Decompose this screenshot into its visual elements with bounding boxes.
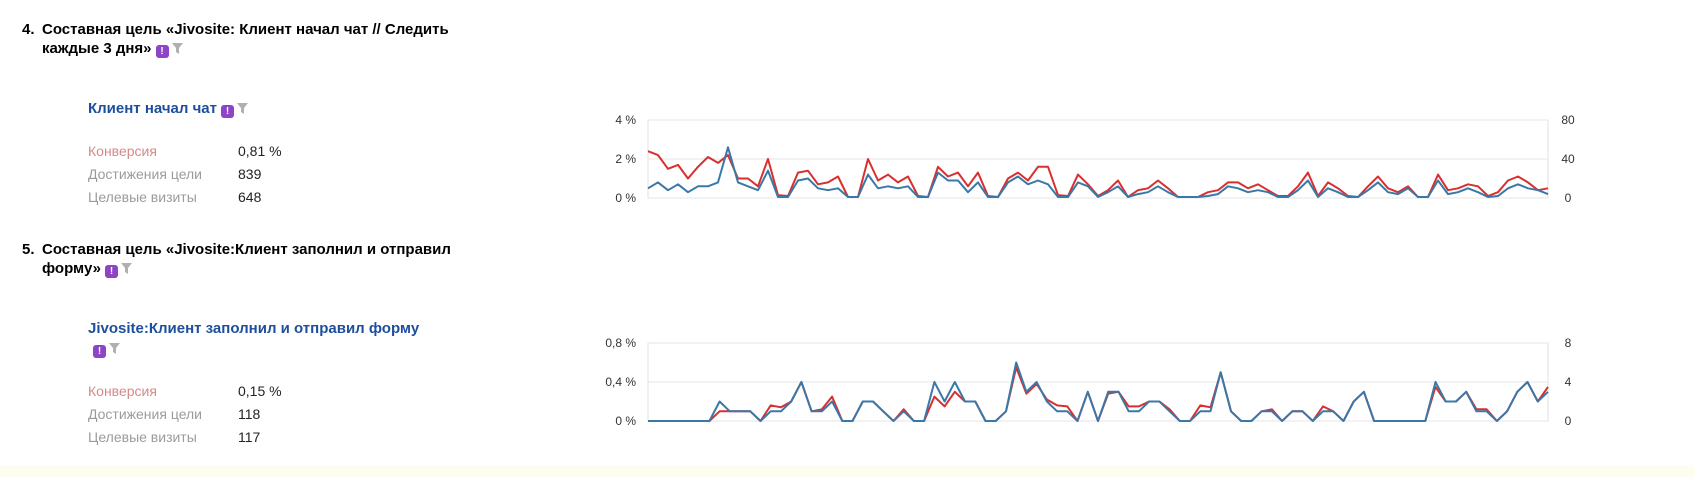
subgoal-title-text[interactable]: Клиент начал чат: [88, 100, 217, 117]
metric-value: 0,15 %: [238, 383, 282, 399]
chart-goal-4: 0 % 0 2 % 40 4 % 80: [600, 110, 1660, 225]
metric-value: 648: [238, 189, 262, 205]
series-line-0: [648, 366, 1549, 422]
filter-icon[interactable]: [109, 343, 120, 354]
y-tick-label-left: 0 %: [615, 191, 636, 205]
metric-row: Целевые визиты 648: [88, 186, 282, 209]
y-tick-label-right: 8: [1565, 336, 1572, 350]
y-tick-label-left: 2 %: [615, 152, 636, 166]
chart-goal-5: 0 % 0 0,4 % 4 0,8 % 8: [600, 333, 1660, 448]
metric-label: Достижения цели: [88, 406, 203, 422]
goal-title-text: Составная цель «Jivosite:Клиент заполнил…: [42, 241, 451, 277]
metric-row: Целевые визиты 117: [88, 426, 282, 449]
y-tick-label-left: 4 %: [615, 113, 636, 127]
filter-icon[interactable]: [237, 103, 248, 114]
alert-badge-icon[interactable]: !: [93, 345, 106, 358]
alert-badge-icon[interactable]: !: [221, 105, 234, 118]
y-tick-label-right: 40: [1561, 152, 1575, 166]
y-tick-label-right: 0: [1565, 191, 1572, 205]
metric-row: Конверсия 0,15 %: [88, 380, 282, 403]
goal-4: 4. Составная цель «Jivosite: Клиент нача…: [22, 20, 472, 58]
metric-label: Конверсия: [88, 383, 157, 399]
y-tick-label-right: 4: [1565, 375, 1572, 389]
metric-label: Целевые визиты: [88, 189, 197, 205]
line-chart: 0 % 0 0,4 % 4 0,8 % 8: [605, 336, 1572, 428]
filter-icon[interactable]: [171, 43, 183, 54]
goal-number: 5.: [22, 241, 35, 258]
series-line-0: [647, 150, 1549, 198]
metric-value: 117: [238, 429, 261, 445]
y-tick-label-right: 80: [1561, 113, 1575, 127]
metrics-list: Конверсия 0,81 % Достижения цели 839 Цел…: [88, 140, 282, 209]
metric-value: 118: [238, 406, 261, 422]
alert-badge-icon[interactable]: !: [155, 45, 169, 58]
y-tick-label-right: 0: [1565, 414, 1572, 428]
subgoal-title[interactable]: Клиент начал чат!: [88, 99, 248, 119]
y-tick-label-left: 0,4 %: [605, 375, 636, 389]
metric-row: Достижения цели 118: [88, 403, 282, 426]
y-tick-label-left: 0,8 %: [605, 336, 636, 350]
series-line-1: [648, 361, 1549, 422]
alert-badge-icon[interactable]: !: [105, 265, 119, 278]
goal-title-text: Составная цель «Jivosite: Клиент начал ч…: [42, 21, 449, 57]
metric-label: Конверсия: [88, 143, 157, 159]
metric-label: Достижения цели: [88, 166, 203, 182]
goal-5: 5. Составная цель «Jivosite:Клиент запол…: [22, 240, 472, 278]
goal-title: 4. Составная цель «Jivosite: Клиент нача…: [22, 20, 472, 58]
metric-label: Целевые визиты: [88, 429, 197, 445]
line-chart: 0 % 0 2 % 40 4 % 80: [615, 113, 1575, 205]
subgoal-title-text[interactable]: Jivosite:Клиент заполнил и отправил форм…: [88, 320, 420, 337]
subgoal-title[interactable]: Jivosite:Клиент заполнил и отправил форм…: [88, 319, 448, 359]
goal-number: 4.: [22, 21, 35, 38]
metric-value: 0,81 %: [238, 143, 282, 159]
metric-row: Конверсия 0,81 %: [88, 140, 282, 163]
bottom-strip: [0, 465, 1695, 477]
metric-row: Достижения цели 839: [88, 163, 282, 186]
series-line-1: [647, 146, 1549, 198]
goal-title: 5. Составная цель «Jivosite:Клиент запол…: [22, 240, 472, 278]
y-tick-label-left: 0 %: [615, 414, 636, 428]
metrics-list: Конверсия 0,15 % Достижения цели 118 Цел…: [88, 380, 282, 449]
metric-value: 839: [238, 166, 262, 182]
filter-icon[interactable]: [121, 263, 133, 274]
